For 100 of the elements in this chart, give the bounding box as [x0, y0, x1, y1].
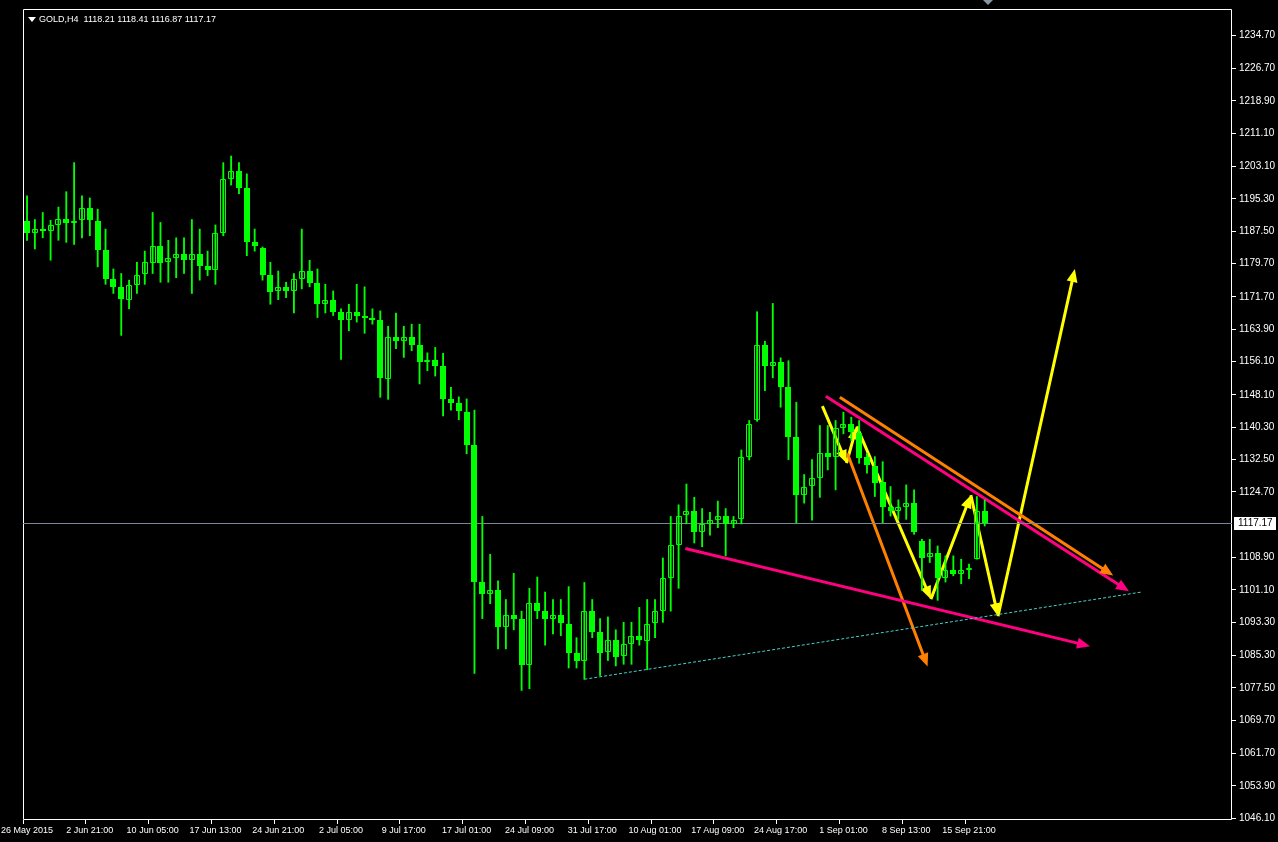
y-tick-label: 1101.10 — [1239, 583, 1275, 595]
x-tick-label: 24 Aug 17:00 — [754, 824, 808, 835]
candlestick — [974, 496, 980, 560]
candlestick — [220, 162, 226, 237]
candlestick — [699, 508, 705, 548]
candlestick — [142, 250, 148, 285]
candlestick — [32, 219, 38, 250]
candlestick — [369, 308, 375, 325]
candlestick — [966, 563, 972, 580]
candlestick — [605, 616, 611, 661]
candlestick — [79, 195, 85, 239]
candlestick — [291, 273, 297, 314]
candlestick — [660, 557, 666, 623]
candlestick — [550, 599, 556, 635]
y-tick-label: 1234.70 — [1239, 28, 1276, 40]
candlestick — [958, 558, 964, 585]
candlestick — [715, 500, 721, 528]
y-tick-label: 1108.90 — [1239, 551, 1275, 563]
candlestick — [738, 449, 744, 525]
candlestick — [322, 283, 328, 314]
y-tick-label: 1085.30 — [1239, 649, 1276, 661]
y-tick-label: 1179.70 — [1239, 257, 1275, 269]
x-tick-label: 24 Jun 21:00 — [252, 824, 305, 835]
candlestick — [173, 237, 179, 278]
y-tick-label: 1211.10 — [1239, 126, 1275, 138]
candlestick — [63, 191, 69, 243]
ref-line-label: 1117.17 — [1238, 517, 1274, 529]
candlestick — [707, 511, 713, 536]
candlestick — [40, 212, 46, 239]
candlestick — [809, 459, 815, 521]
candlestick — [817, 425, 823, 498]
candlestick — [770, 303, 776, 379]
candlestick — [503, 599, 509, 650]
candlestick — [636, 607, 642, 646]
y-tick-label: 1171.70 — [1239, 290, 1275, 302]
x-tick-label: 26 May 2015 — [1, 824, 54, 835]
candlestick — [754, 311, 760, 422]
candlestick — [644, 599, 650, 671]
candlestick — [362, 286, 368, 334]
candlestick — [840, 411, 846, 435]
y-tick-label: 1093.30 — [1239, 616, 1276, 628]
y-tick-label: 1077.50 — [1239, 681, 1276, 693]
candlestick — [346, 303, 352, 332]
candlestick — [652, 599, 658, 639]
x-tick-label: 2 Jun 21:00 — [66, 824, 114, 835]
y-tick-label: 1046.10 — [1239, 812, 1276, 824]
x-tick-label: 9 Jul 17:00 — [381, 824, 426, 835]
candlestick — [275, 270, 281, 301]
candlestick — [487, 553, 493, 604]
candlestick — [511, 573, 517, 631]
y-tick-label: 1163.90 — [1239, 322, 1275, 334]
x-tick-label: 8 Sep 13:00 — [881, 824, 931, 835]
y-tick-label: 1069.70 — [1239, 714, 1276, 726]
y-tick-label: 1124.70 — [1239, 485, 1275, 497]
x-tick-label: 1 Sep 01:00 — [819, 824, 868, 835]
candlestick — [385, 325, 391, 400]
candlestick — [746, 420, 752, 461]
candlestick — [401, 325, 407, 358]
candlestick — [48, 220, 54, 261]
candlestick — [542, 591, 548, 646]
y-tick-label: 1195.30 — [1239, 192, 1275, 204]
y-tick-label: 1132.50 — [1239, 453, 1275, 465]
candlestick — [801, 474, 807, 504]
candlestick — [181, 237, 187, 274]
candlestick — [833, 420, 839, 491]
x-tick-label: 24 Jul 09:00 — [504, 824, 554, 835]
candlestick — [479, 516, 485, 619]
candlestick — [134, 261, 140, 294]
candlestick — [825, 425, 831, 471]
y-tick-label: 1053.90 — [1239, 779, 1276, 791]
x-tick-label: 31 Jul 17:00 — [567, 824, 617, 835]
x-tick-label: 17 Jun 13:00 — [189, 824, 242, 835]
candlestick — [189, 219, 195, 294]
x-tick-label: 17 Jul 01:00 — [442, 824, 492, 835]
text: GOLD,H4 1118.21 1118.41 1116.87 1117.17 — [39, 14, 216, 25]
candlestick — [338, 308, 344, 360]
x-tick-label: 10 Jun 05:00 — [126, 824, 179, 835]
x-tick-label: 10 Aug 01:00 — [628, 824, 682, 835]
y-tick-label: 1156.10 — [1239, 355, 1275, 367]
candlestick — [903, 484, 909, 520]
candlestick — [668, 516, 674, 612]
candlestick — [165, 239, 171, 283]
candlestick — [126, 279, 132, 310]
y-tick-label: 1148.10 — [1239, 388, 1275, 400]
candlestick — [299, 228, 305, 290]
x-tick-label: 15 Sep 21:00 — [942, 824, 996, 835]
candlestick — [676, 504, 682, 589]
candlestick — [228, 155, 234, 186]
x-tick-label: 2 Jul 05:00 — [319, 824, 364, 835]
x-tick-label: 17 Aug 09:00 — [691, 824, 745, 835]
candlestick — [683, 483, 689, 525]
y-tick-label: 1218.90 — [1239, 94, 1276, 106]
y-tick-label: 1187.50 — [1239, 224, 1275, 236]
candlestick — [354, 283, 360, 323]
candlestick — [393, 312, 399, 350]
y-tick-label: 1061.70 — [1239, 747, 1276, 759]
candlestick — [71, 162, 77, 245]
y-tick-label: 1140.30 — [1239, 420, 1275, 432]
candlestick — [723, 508, 729, 557]
y-tick-label: 1203.10 — [1239, 160, 1276, 172]
